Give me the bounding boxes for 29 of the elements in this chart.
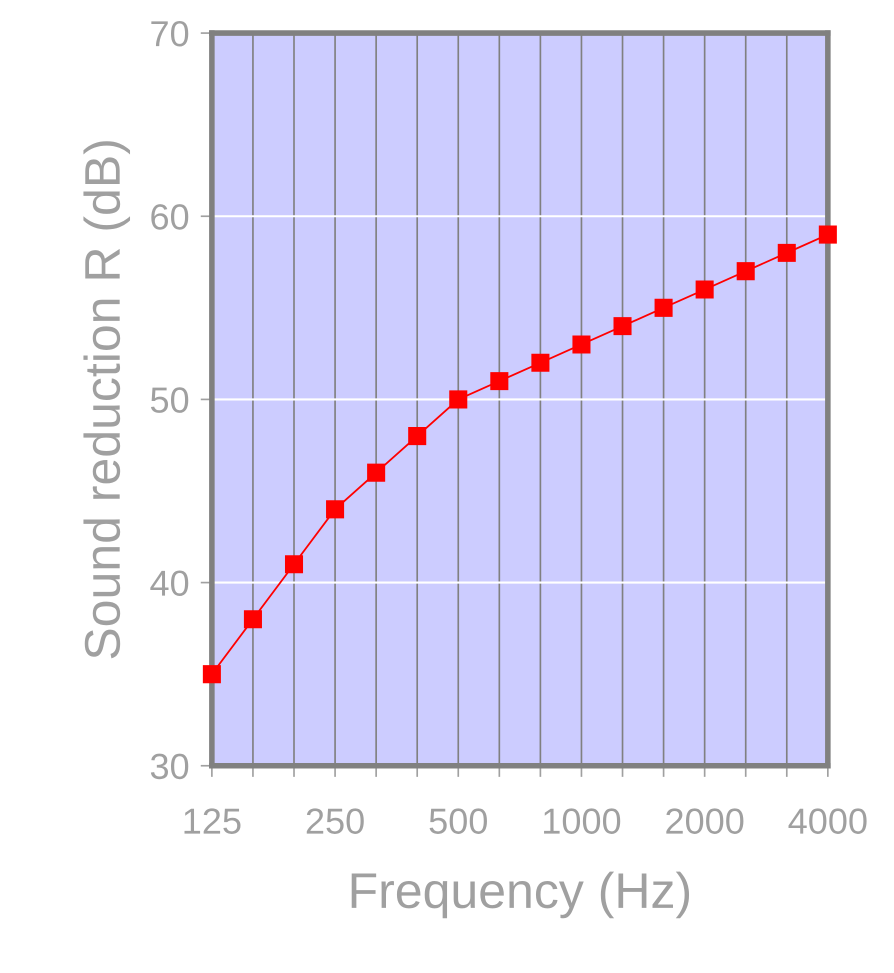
- x-tick-label: 1000: [544, 808, 620, 834]
- point: [326, 500, 344, 518]
- point: [654, 298, 673, 317]
- y-tick-label: 60: [151, 204, 188, 230]
- y-tick-label: 30: [150, 754, 188, 780]
- x-tick-label: 250: [306, 808, 364, 834]
- x-tick-label: 125: [184, 808, 240, 834]
- y-axis-title: Sound reduction R (dB): [83, 141, 130, 658]
- point: [696, 280, 714, 299]
- point: [818, 226, 837, 244]
- point: [490, 372, 508, 390]
- x-tick-label: 2000: [666, 808, 744, 834]
- point: [202, 665, 221, 684]
- y-tick-label: 50: [150, 387, 188, 413]
- point: [572, 335, 590, 354]
- point: [367, 464, 386, 482]
- x-axis-title: Frequency (Hz): [352, 872, 690, 918]
- point: [613, 317, 632, 336]
- point: [778, 244, 796, 262]
- point: [408, 427, 426, 446]
- point: [244, 610, 262, 628]
- y-tick-label: 40: [150, 570, 188, 596]
- y-tick-label: 70: [151, 20, 188, 47]
- x-tick-label: 4000: [788, 808, 867, 834]
- point: [736, 262, 755, 280]
- x-tick-label: 500: [430, 808, 487, 834]
- point: [531, 354, 550, 372]
- point: [449, 390, 468, 408]
- point: [284, 555, 304, 574]
